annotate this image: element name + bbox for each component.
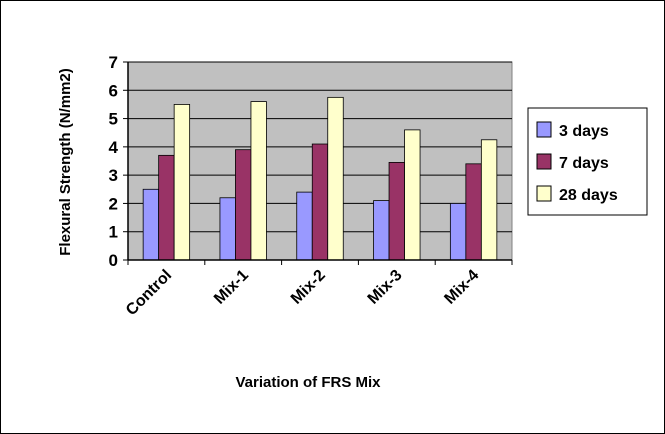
x-tick-label: Mix-2 [288, 267, 329, 308]
x-tick-label: Mix-3 [365, 267, 406, 308]
y-tick-label: 1 [109, 223, 118, 242]
legend-swatch [536, 185, 552, 202]
y-tick-label: 0 [109, 251, 118, 270]
bar-28-days-mix-3 [404, 129, 421, 261]
y-tick-label: 2 [109, 194, 118, 213]
y-tick-label: 3 [109, 166, 118, 185]
bar-7-days-control [158, 154, 175, 261]
x-tick-label: Control [123, 267, 175, 319]
bar-28-days-control [173, 104, 191, 261]
y-tick-label: 6 [109, 81, 118, 100]
bar-7-days-mix-1 [235, 149, 252, 261]
x-tick-labels: Control Mix-1 Mix-2 Mix-3 Mix-4 [123, 267, 483, 319]
bars [142, 96, 498, 261]
y-tick-label: 5 [109, 110, 118, 129]
y-tick-labels: 0 1 2 3 4 5 6 7 [109, 53, 119, 270]
legend-label: 3 days [559, 123, 609, 140]
bar-3-days-mix-2 [296, 191, 313, 261]
x-axis-label: Variation of FRS Mix [235, 374, 381, 391]
bar-7-days-mix-4 [465, 163, 482, 261]
legend-swatch [536, 121, 552, 138]
axes [123, 61, 513, 265]
bar-28-days-mix-4 [480, 139, 498, 261]
legend-label: 7 days [559, 155, 609, 172]
bar-3-days-mix-3 [373, 200, 390, 261]
bar-3-days-control [142, 188, 160, 261]
x-tick-label: Mix-1 [211, 267, 252, 308]
legend-label: 28 days [559, 187, 618, 204]
legend: 3 days 7 days 28 days [527, 107, 648, 216]
bar-28-days-mix-2 [327, 96, 344, 261]
y-axis-label: Flexural Strength (N/mm2) [57, 68, 74, 256]
bar-7-days-mix-2 [311, 143, 329, 261]
x-tick-label: Mix-4 [441, 267, 482, 308]
bar-3-days-mix-4 [449, 203, 467, 261]
y-tick-label: 4 [109, 138, 119, 157]
legend-swatch [536, 153, 552, 170]
bar-3-days-mix-1 [219, 197, 236, 261]
bar-7-days-mix-3 [388, 162, 405, 261]
y-tick-label: 7 [109, 53, 118, 72]
bar-28-days-mix-1 [250, 101, 267, 261]
